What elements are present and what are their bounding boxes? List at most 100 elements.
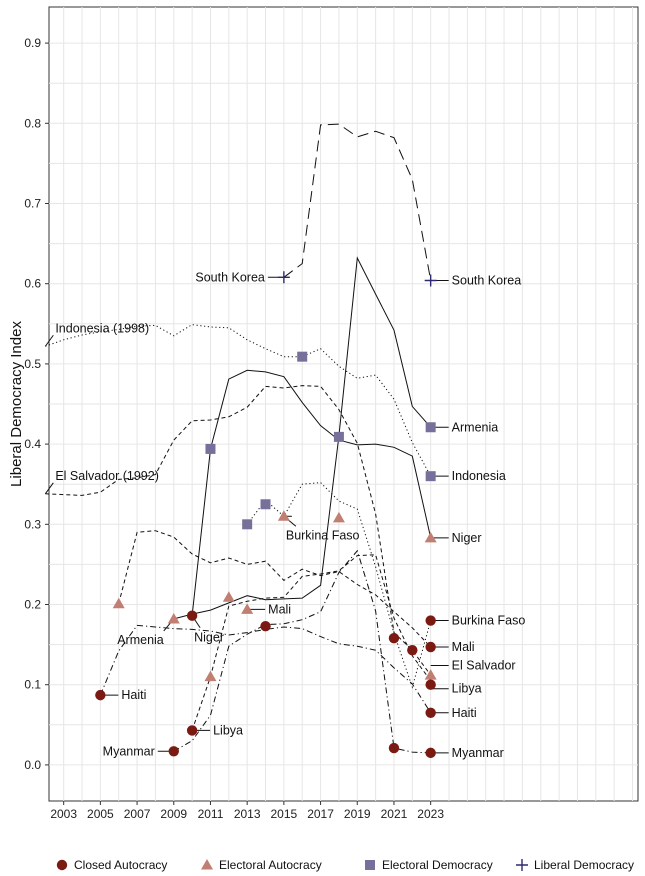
legend-label-closed-autocracy: Closed Autocracy [74, 858, 167, 872]
marker-mali-2021 [388, 632, 400, 644]
marker-el-salvador-2023 [424, 669, 437, 680]
marker-mali-2006 [112, 597, 125, 609]
marker-mali-2023 [425, 641, 436, 653]
series-line-mali [118, 530, 432, 648]
legend-marker-electoral-democracy [365, 860, 375, 870]
label-el-salvador-1992: El Salvador (1992) [55, 469, 159, 483]
marker-libya-2012 [222, 591, 235, 602]
marker-indonesia-2023 [425, 471, 436, 482]
marker-myanmar-2021 [388, 742, 400, 754]
label-burkina-faso: Burkina Faso [286, 528, 360, 542]
marker-myanmar-2009 [168, 746, 179, 757]
gridlines [49, 7, 638, 801]
label-libya: Libya [213, 723, 243, 737]
regime-markers [95, 271, 437, 759]
label-south-korea: South Korea [195, 270, 265, 284]
series-line-south-korea [283, 123, 432, 281]
label-indonesia: Indonesia [452, 469, 506, 483]
x-tick-label: 2019 [344, 807, 371, 821]
legend-label-liberal-democracy: Liberal Democracy [534, 858, 634, 872]
marker-niger-2011 [205, 443, 216, 454]
x-tick-label: 2017 [307, 807, 334, 821]
marker-armenia-2018 [333, 431, 344, 442]
x-tick-label: 2005 [87, 807, 114, 821]
y-tick-label: 0.7 [24, 196, 41, 210]
label-myanmar: Myanmar [452, 746, 504, 760]
series-labels: South Korea South Korea Indonesia (1998) El… [55, 270, 525, 760]
marker-south-korea-2015 [277, 271, 290, 284]
y-axis-ticks: 0.0 0.1 0.2 0.3 0.4 0.5 0.6 0.7 0.8 0.9 [24, 36, 49, 772]
marker-haiti-2005 [95, 689, 106, 701]
marker-armenia-2023 [425, 422, 436, 433]
label-armenia: Armenia [117, 633, 164, 647]
label-niger: Niger [452, 531, 482, 545]
label-libya: Libya [452, 682, 482, 696]
legend-marker-liberal-democracy [516, 859, 528, 871]
y-tick-label: 0.3 [24, 517, 41, 531]
x-tick-label: 2023 [417, 807, 444, 821]
label-burkina-faso: Burkina Faso [452, 614, 526, 628]
label-mali: Mali [268, 602, 291, 616]
label-haiti: Haiti [452, 706, 477, 720]
label-el-salvador: El Salvador [452, 658, 516, 672]
x-tick-label: 2015 [271, 807, 298, 821]
marker-libya-2010 [186, 725, 198, 736]
label-armenia: Armenia [452, 420, 499, 434]
y-tick-label: 0.9 [24, 36, 41, 50]
marker-niger-2010 [186, 610, 198, 621]
y-tick-label: 0.2 [24, 598, 41, 612]
marker-libya-2011 [204, 670, 217, 682]
y-tick-label: 0.4 [24, 437, 41, 451]
legend-marker-electoral-autocracy [201, 859, 213, 870]
marker-indonesia-2016 [297, 351, 308, 362]
y-tick-label: 0.1 [24, 678, 41, 692]
label-south-korea: South Korea [452, 273, 522, 287]
x-tick-label: 2013 [234, 807, 261, 821]
x-tick-label: 2009 [160, 807, 187, 821]
legend-label-electoral-democracy: Electoral Democracy [382, 858, 493, 872]
series-line-niger [191, 369, 432, 616]
y-tick-label: 0.0 [24, 758, 41, 772]
series-line-myanmar [173, 549, 431, 754]
marker-mali-2022 [407, 645, 418, 656]
marker-armenia-2009 [167, 612, 180, 624]
x-tick-label: 2011 [198, 807, 224, 821]
x-tick-label: 2021 [381, 807, 408, 821]
legend: Closed Autocracy Electoral Autocracy Elect… [56, 858, 634, 872]
series-line-el-salvador [45, 385, 432, 676]
series-line-burkina-faso [246, 482, 432, 689]
label-indonesia-1998: Indonesia (1998) [55, 321, 149, 335]
marker-south-korea-2023 [424, 274, 437, 287]
marker-myanmar-2023 [425, 747, 436, 759]
y-axis-label: Liberal Democracy Index [8, 321, 25, 487]
legend-label-electoral-autocracy: Electoral Autocracy [219, 858, 322, 872]
marker-mali-2018 [332, 511, 345, 523]
marker-burkina-faso-2015 [277, 510, 290, 521]
marker-libya-2014 [260, 499, 271, 510]
label-niger: Niger [194, 631, 224, 645]
series-line-haiti [99, 624, 432, 714]
series-line-armenia [173, 256, 432, 620]
y-tick-label: 0.5 [24, 357, 41, 371]
connector-el-salvador-1992 [44, 482, 54, 495]
label-haiti: Haiti [121, 688, 146, 702]
x-tick-label: 2007 [124, 807, 151, 821]
marker-myanmar-2013 [242, 519, 253, 530]
label-mali: Mali [452, 640, 475, 654]
connector-indonesia-1998 [44, 334, 54, 347]
marker-haiti-2023 [425, 707, 436, 718]
series-lines [45, 123, 432, 754]
marker-burkina-faso-2023 [425, 615, 436, 626]
y-tick-label: 0.8 [24, 116, 41, 130]
marker-mali-2013 [241, 603, 254, 614]
y-tick-label: 0.6 [24, 277, 41, 291]
label-myanmar: Myanmar [103, 744, 155, 758]
x-axis-ticks: 2003 2005 2007 2009 2011 2013 2015 2017 2019 2021… [50, 801, 444, 821]
marker-libya-2023 [425, 679, 436, 690]
marker-niger-2023 [424, 531, 437, 543]
legend-marker-closed-autocracy [56, 859, 68, 871]
marker-mali-2014 [260, 620, 271, 632]
x-tick-label: 2003 [50, 807, 77, 821]
